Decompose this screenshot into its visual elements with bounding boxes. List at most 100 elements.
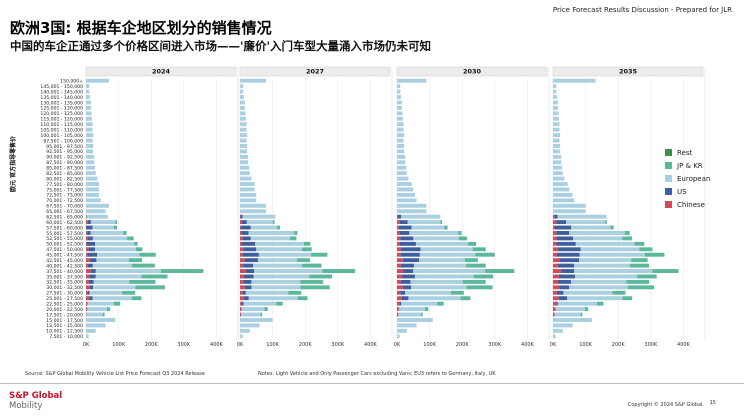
bar-european: [420, 247, 473, 252]
page-number: 15: [709, 400, 716, 406]
bar-european: [86, 318, 116, 322]
bar-european: [553, 171, 563, 176]
bar-jp-kr: [141, 274, 168, 279]
bar-european: [411, 225, 445, 230]
bar-us: [243, 263, 254, 268]
bar-european: [256, 247, 302, 252]
panel-header-2035: [552, 66, 704, 77]
bar-jp-kr: [301, 263, 322, 268]
bar-european: [553, 192, 573, 197]
bar-european: [397, 203, 427, 208]
bar-jp-kr: [161, 269, 204, 273]
bar-us: [241, 231, 249, 235]
y-tick-label: 77,501 - 80,000: [46, 182, 83, 188]
x-tick-label: 300K: [644, 342, 658, 348]
bar-chinese: [86, 263, 88, 268]
bar-european: [574, 269, 653, 273]
bar-european: [553, 198, 575, 203]
bar-us: [561, 269, 575, 273]
bar-jp-kr: [131, 263, 155, 268]
bar-european: [569, 231, 625, 235]
bar-us: [556, 252, 580, 257]
x-tick-label: 400K: [364, 342, 378, 348]
bar-european: [553, 176, 565, 181]
bar-european: [553, 122, 560, 127]
bar-european: [397, 89, 401, 94]
bar-us: [556, 301, 558, 306]
y-tick-label: 97,501 - 100,000: [43, 138, 83, 144]
bar-jp-kr: [622, 236, 632, 241]
legend-label-rest: Rest: [677, 148, 693, 157]
bar-european: [240, 133, 248, 138]
bar-us: [401, 296, 409, 301]
footer-divider: [0, 383, 744, 384]
y-tick-label: 140,001 - 145,000: [40, 89, 83, 95]
bar-chinese: [86, 307, 88, 312]
x-tick-label: 100K: [579, 342, 593, 348]
bar-european: [86, 192, 100, 197]
bar-chinese: [553, 214, 555, 219]
bar-european: [407, 220, 441, 225]
bar-european: [251, 279, 301, 284]
panel-header-2030: [396, 66, 548, 77]
bar-us: [244, 285, 252, 290]
bar-european: [555, 307, 585, 312]
bar-jp-kr: [626, 279, 650, 284]
bar-us: [399, 241, 416, 246]
bar-jp-kr: [628, 285, 655, 290]
bar-european: [553, 100, 558, 105]
bar-european: [86, 84, 90, 89]
y-tick-label: 17,501 - 20,000: [46, 312, 83, 318]
bar-chinese: [397, 301, 400, 306]
bar-european: [553, 209, 586, 214]
bar-european: [566, 220, 606, 225]
bar-us: [554, 225, 572, 230]
y-tick-label: 45,001 - 47,500: [46, 253, 83, 259]
bar-european: [397, 105, 402, 110]
y-tick-label: 85,001 - 87,500: [46, 166, 83, 172]
bar-european: [92, 236, 128, 241]
x-tick-label: 200K: [299, 342, 313, 348]
bar-european: [553, 138, 560, 143]
bar-european: [419, 252, 476, 257]
bar-european: [243, 301, 277, 306]
bar-european: [409, 231, 459, 235]
bar-european: [398, 312, 422, 317]
logo-text-bottom: Mobility: [9, 401, 43, 411]
bar-european: [557, 301, 598, 306]
bar-european: [255, 241, 304, 246]
x-tick-label: 300K: [488, 342, 502, 348]
bar-chinese: [240, 269, 246, 273]
bar-european: [554, 312, 581, 317]
bar-us: [241, 241, 255, 246]
bar-european: [240, 176, 252, 181]
y-tick-label: 27,501 - 30,000: [46, 291, 83, 297]
y-tick-label: 135,001 - 140,000: [40, 95, 83, 101]
y-tick-label: 120,001 - 125,000: [40, 111, 83, 117]
bar-european: [90, 231, 124, 235]
panel-header-2024: [85, 66, 237, 77]
bar-jp-kr: [612, 290, 626, 295]
bar-european: [397, 138, 404, 143]
y-tick-label: 130,001 - 135,000: [40, 100, 83, 106]
bar-chinese: [553, 220, 557, 225]
bar-us: [240, 225, 251, 230]
bar-jp-kr: [440, 220, 442, 225]
bar-jp-kr: [276, 301, 283, 306]
bar-european: [397, 149, 405, 154]
bar-us: [400, 236, 414, 241]
legend-label-us: US: [677, 187, 687, 196]
bar-european: [240, 127, 247, 132]
bar-european: [553, 144, 561, 148]
bar-jp-kr: [264, 307, 268, 312]
bar-european: [397, 144, 405, 148]
bar-european: [86, 154, 95, 159]
y-tick-label: 37,501 - 40,000: [46, 269, 83, 275]
bar-european: [401, 214, 441, 219]
y-tick-label: 22,501 - 25,000: [46, 301, 83, 307]
bar-european: [240, 116, 246, 121]
bar-jp-kr: [311, 252, 328, 257]
y-tick-label: 60,001 - 62,500: [46, 220, 83, 226]
bar-us: [89, 274, 96, 279]
